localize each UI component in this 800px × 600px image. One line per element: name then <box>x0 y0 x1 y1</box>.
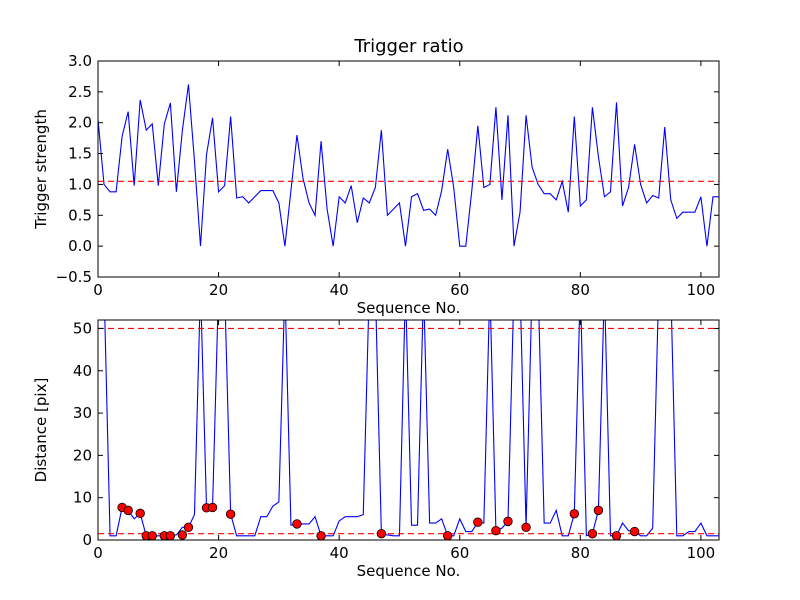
trigger-xtick-label: 0 <box>93 281 103 299</box>
distance-marker-point <box>521 522 531 533</box>
trigger-xtick-label: 60 <box>450 281 469 299</box>
distance-marker-point <box>587 528 598 539</box>
trigger-ytick-label: −0.5 <box>56 268 92 286</box>
trigger-axes-frame <box>97 60 720 278</box>
distance-xtick-label: 80 <box>571 544 590 562</box>
trigger-ytick-label: 0.0 <box>68 237 92 255</box>
distance-panel: 0 20 40 60 80 100 0 10 20 30 40 50 Sequence No. Dista… <box>32 319 720 580</box>
distance-axes-frame <box>97 319 720 541</box>
distance-marker-point <box>183 522 194 533</box>
distance-marker-point <box>376 528 387 539</box>
distance-xtick-label: 0 <box>93 544 103 562</box>
distance-marker-point <box>629 526 640 537</box>
distance-ytick-label: 30 <box>73 404 92 422</box>
trigger-xtick-label: 20 <box>209 281 228 299</box>
distance-marker-point <box>292 519 302 529</box>
trigger-ytick-label: 3.0 <box>68 52 92 70</box>
distance-marker-point <box>177 530 188 540</box>
trigger-ratio-panel: 0 20 40 60 80 100 −0.5 0.0 0.5 1.0 1.5 2.0 2.5 3.0 Seq… <box>32 52 720 317</box>
trigger-xtick-label: 80 <box>571 281 590 299</box>
distance-ytick-label: 10 <box>73 489 92 507</box>
distance-xtick-label: 100 <box>687 544 716 562</box>
distance-marker-point <box>135 508 145 519</box>
distance-ytick-label: 20 <box>73 446 92 464</box>
distance-marker-point <box>225 509 236 519</box>
distance-marker-point <box>569 509 580 519</box>
distance-marker-point <box>473 517 483 527</box>
distance-marker-point <box>207 502 218 513</box>
trigger-y-axis-label: Trigger strength <box>32 109 50 230</box>
distance-marker-point <box>123 505 133 516</box>
distance-marker-point <box>316 531 326 540</box>
distance-ytick-label: 40 <box>73 362 92 380</box>
distance-x-axis-label: Sequence No. <box>357 562 461 580</box>
distance-marker-point <box>147 531 157 540</box>
distance-marker-point <box>611 531 622 540</box>
trigger-ytick-label: 2.5 <box>68 83 92 101</box>
distance-xtick-label: 40 <box>330 544 349 562</box>
trigger-plot-area <box>98 84 719 247</box>
distance-ytick-label: 50 <box>73 319 92 337</box>
distance-marker-point <box>503 516 513 527</box>
trigger-x-axis-label: Sequence No. <box>357 299 461 317</box>
trigger-ytick-label: 1.5 <box>68 145 92 163</box>
distance-marker-point <box>442 531 453 540</box>
chart-title: Trigger ratio <box>353 36 463 57</box>
distance-y-axis-label: Distance [pix] <box>32 378 50 483</box>
trigger-series-line <box>98 84 719 247</box>
trigger-xtick-label: 100 <box>687 281 716 299</box>
trigger-ytick-label: 1.0 <box>68 175 92 193</box>
distance-plot-area <box>98 320 719 540</box>
trigger-ytick-label: 2.0 <box>68 114 92 132</box>
distance-ytick-label: 0 <box>82 531 92 549</box>
distance-marker-point <box>165 531 176 540</box>
distance-marker-point <box>593 505 604 516</box>
trigger-xtick-label: 40 <box>330 281 349 299</box>
distance-xtick-label: 20 <box>209 544 228 562</box>
distance-marker-point <box>491 525 501 536</box>
distance-xtick-label: 60 <box>450 544 469 562</box>
trigger-ytick-label: 0.5 <box>68 206 92 224</box>
